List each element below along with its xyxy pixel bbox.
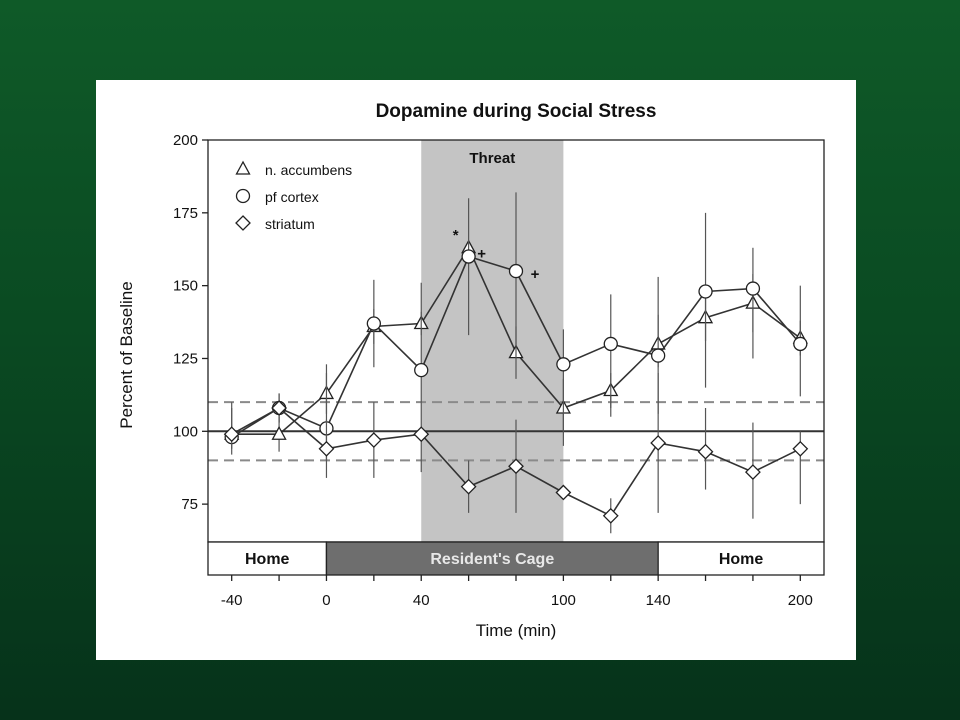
x-tick-label: 0: [322, 592, 330, 609]
triangle-marker: [271, 425, 287, 440]
diamond-marker: [413, 426, 430, 443]
y-tick-label: 125: [173, 350, 198, 367]
diamond-marker: [555, 484, 572, 501]
diamond-marker: [602, 507, 619, 524]
x-tick-label: -40: [221, 592, 243, 609]
circle-marker: [508, 263, 524, 279]
significance-marker: +: [531, 266, 540, 283]
x-axis-label: Time (min): [476, 621, 557, 640]
slide-panel: Dopamine during Social Stress Percent of…: [96, 80, 856, 660]
diamond-marker: [460, 478, 477, 495]
threat-shaded-region: [421, 140, 564, 542]
x-tick-label: 40: [413, 592, 430, 609]
legend-entry-label: pf cortex: [265, 189, 319, 205]
circle-marker: [651, 348, 666, 363]
circle-marker: [793, 336, 808, 352]
y-tick-label: 75: [181, 496, 198, 513]
diamond-marker: [223, 426, 240, 443]
circle-marker: [698, 284, 713, 299]
significance-marker: *: [453, 227, 459, 244]
circle-marker: [745, 281, 761, 296]
legend-diamond-icon: [235, 215, 251, 231]
diamond-marker: [318, 440, 335, 457]
y-tick-label: 150: [173, 278, 198, 295]
location-bar-label: Home: [719, 551, 764, 568]
y-tick-label: 100: [173, 423, 198, 440]
x-tick-label: 140: [646, 592, 671, 609]
diamond-marker: [365, 432, 382, 448]
diamond-marker: [508, 458, 524, 475]
series-striatum: [223, 373, 809, 534]
legend-entry-label: striatum: [265, 216, 315, 232]
circle-marker: [603, 336, 618, 352]
legend-triangle-icon: [235, 160, 251, 175]
chart-title: Dopamine during Social Stress: [376, 101, 657, 122]
x-tick-label: 100: [551, 592, 576, 609]
circle-marker: [461, 249, 476, 264]
location-bar-segment: [657, 541, 825, 576]
location-bar-label: Resident's Cage: [430, 551, 554, 568]
diamond-marker: [697, 443, 714, 460]
dopamine-line-chart: Dopamine during Social Stress Percent of…: [117, 101, 825, 640]
diamond-marker: [792, 440, 809, 457]
legend-entry-label: n. accumbens: [265, 162, 352, 178]
circle-marker: [556, 357, 571, 372]
significance-marker: +: [477, 246, 486, 263]
x-tick-label: 200: [788, 592, 813, 609]
location-bar-label: Home: [245, 551, 290, 568]
y-tick-label: 175: [173, 205, 198, 222]
diamond-marker: [271, 400, 287, 416]
legend-circle-icon: [235, 188, 251, 204]
diamond-marker: [650, 435, 667, 451]
threat-label: Threat: [469, 150, 515, 167]
y-axis-label: Percent of Baseline: [117, 281, 136, 428]
y-tick-label: 200: [173, 132, 198, 149]
circle-marker: [366, 316, 381, 331]
circle-marker: [414, 362, 429, 378]
diamond-marker: [745, 464, 761, 481]
